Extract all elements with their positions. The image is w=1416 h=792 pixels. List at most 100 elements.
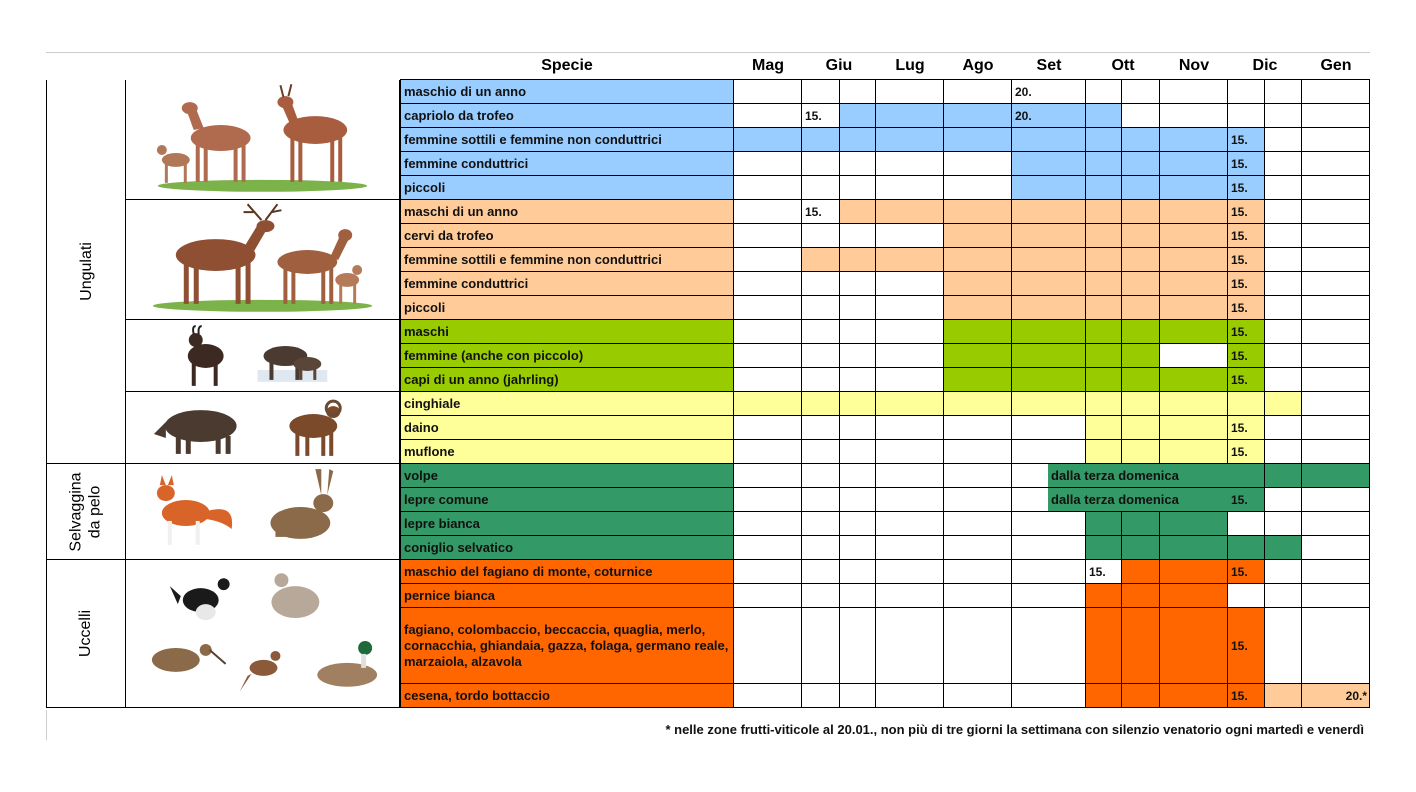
- season-cell: [876, 128, 944, 152]
- season-cell: [1012, 296, 1086, 320]
- season-cell: [1012, 536, 1086, 560]
- season-cell: [944, 560, 1012, 584]
- season-cell: [1302, 584, 1370, 608]
- season-cell: [1160, 224, 1228, 248]
- season-cell: [734, 416, 802, 440]
- season-cell: [1122, 128, 1160, 152]
- season-cell: [1012, 176, 1086, 200]
- season-cell: [1122, 200, 1160, 224]
- season-cell: 15.: [1228, 248, 1265, 272]
- season-cell: [944, 416, 1012, 440]
- season-cell: 15.: [1228, 128, 1265, 152]
- header-species: Specie: [400, 53, 734, 80]
- season-cell: [944, 80, 1012, 104]
- season-cell: [840, 584, 876, 608]
- season-cell: [1265, 416, 1302, 440]
- season-span-label: dalla terza domenica: [1048, 488, 1228, 512]
- header-month-7: Dic: [1228, 53, 1302, 80]
- season-cell: [1122, 416, 1160, 440]
- season-cell: [1086, 368, 1122, 392]
- season-cell: [840, 296, 876, 320]
- season-cell: [1086, 440, 1122, 464]
- season-cell: [876, 684, 944, 708]
- season-cell: [944, 488, 1012, 512]
- season-cell: [734, 440, 802, 464]
- season-cell: [1302, 560, 1370, 584]
- season-cell: [734, 560, 802, 584]
- season-cell: [1122, 440, 1160, 464]
- season-cell: [1265, 104, 1302, 128]
- season-cell: 20.*: [1302, 684, 1370, 708]
- season-cell: [1265, 560, 1302, 584]
- season-cell: 15.: [1228, 296, 1265, 320]
- season-cell: [944, 224, 1012, 248]
- season-cell: [1302, 392, 1370, 416]
- season-cell: [1302, 272, 1370, 296]
- season-cell: [1122, 684, 1160, 708]
- season-cell: [944, 344, 1012, 368]
- season-cell: [1265, 512, 1302, 536]
- season-cell: [876, 248, 944, 272]
- season-cell: [734, 128, 802, 152]
- season-cell: [944, 296, 1012, 320]
- season-cell: [1012, 608, 1086, 684]
- season-cell: [944, 584, 1012, 608]
- season-cell: [1122, 512, 1160, 536]
- season-cell: [802, 392, 840, 416]
- season-cell: [944, 248, 1012, 272]
- season-cell: [1265, 320, 1302, 344]
- season-cell: [802, 224, 840, 248]
- season-cell: [944, 440, 1012, 464]
- red-deer-illustration: [126, 200, 400, 320]
- season-cell: [1160, 296, 1228, 320]
- season-cell: [1012, 512, 1086, 536]
- row-label: muflone: [400, 440, 734, 464]
- season-cell: [876, 320, 944, 344]
- chamois-illustration: [126, 320, 400, 392]
- season-cell: [734, 224, 802, 248]
- season-cell: [1012, 368, 1086, 392]
- season-cell: [1302, 536, 1370, 560]
- season-cell: [1302, 128, 1370, 152]
- season-cell: [1012, 224, 1086, 248]
- season-cell: [802, 128, 840, 152]
- season-cell: [1302, 248, 1370, 272]
- header-month-2: Lug: [876, 53, 944, 80]
- season-cell: [1012, 392, 1086, 416]
- season-cell: [1086, 536, 1122, 560]
- season-cell: [1122, 344, 1160, 368]
- season-cell: [1012, 684, 1086, 708]
- season-cell: [840, 368, 876, 392]
- season-cell: [1086, 584, 1122, 608]
- season-cell: [876, 176, 944, 200]
- season-cell: [876, 584, 944, 608]
- season-cell: [1265, 440, 1302, 464]
- season-cell: [840, 684, 876, 708]
- season-cell: [1302, 224, 1370, 248]
- season-cell: [734, 296, 802, 320]
- season-cell: [1122, 272, 1160, 296]
- season-cell: [1302, 488, 1370, 512]
- season-cell: [1160, 128, 1228, 152]
- fox-hare-illustration: [126, 464, 400, 560]
- season-cell: [1122, 320, 1160, 344]
- row-label: lepre bianca: [400, 512, 734, 536]
- season-cell: [734, 80, 802, 104]
- season-cell: [802, 584, 840, 608]
- season-cell: [1160, 176, 1228, 200]
- season-cell: [876, 560, 944, 584]
- season-cell: [802, 80, 840, 104]
- season-cell: [1122, 560, 1160, 584]
- season-cell: [1160, 320, 1228, 344]
- season-cell: [1265, 152, 1302, 176]
- season-cell: [1086, 224, 1122, 248]
- season-cell: [944, 272, 1012, 296]
- season-cell: [802, 440, 840, 464]
- season-cell: [734, 512, 802, 536]
- boar-mouflon-illustration: [126, 392, 400, 464]
- row-label: cervi da trofeo: [400, 224, 734, 248]
- season-cell: [734, 584, 802, 608]
- season-cell: [1265, 392, 1302, 416]
- season-cell: [1012, 128, 1086, 152]
